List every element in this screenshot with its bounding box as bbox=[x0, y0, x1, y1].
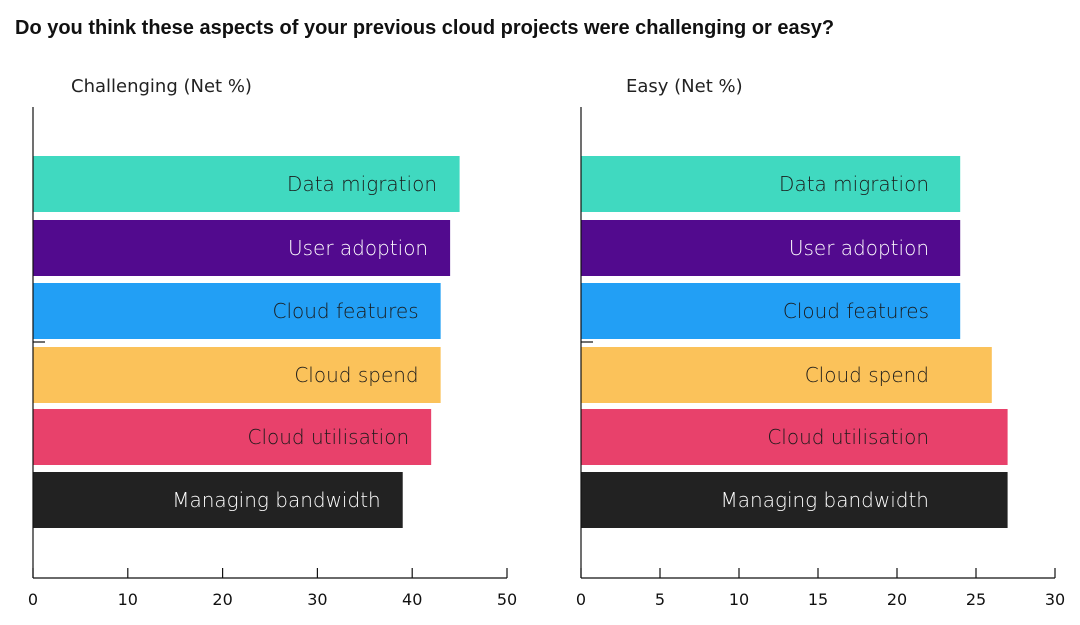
x-tick-label: 20 bbox=[887, 590, 907, 609]
bar-label: Managing bandwidth bbox=[172, 488, 381, 512]
x-tick-label: 25 bbox=[966, 590, 986, 609]
bar-data-migration bbox=[581, 156, 961, 212]
figure-title: Do you think these aspects of your previ… bbox=[15, 17, 835, 39]
bar-user-adoption bbox=[581, 220, 961, 276]
bar-user-adoption bbox=[33, 220, 451, 276]
bar-label: Cloud spend bbox=[805, 363, 929, 387]
x-tick-label: 30 bbox=[307, 590, 327, 609]
chart-panel-easy: Easy (Net %) Data migration User adoption C… bbox=[576, 76, 1065, 609]
bar-label: User adoption bbox=[789, 236, 929, 260]
x-tick-label: 0 bbox=[576, 590, 586, 609]
x-tick-label: 40 bbox=[402, 590, 422, 609]
bar-managing-bandwidth bbox=[581, 472, 1008, 528]
bar-cloud-utilisation bbox=[33, 409, 432, 465]
bar-label: Data migration bbox=[287, 172, 437, 196]
bar-label: Cloud features bbox=[273, 299, 419, 323]
bar-data-migration bbox=[33, 156, 460, 212]
bar-cloud-spend bbox=[33, 347, 441, 403]
bar-cloud-features bbox=[581, 283, 961, 339]
bar-cloud-spend bbox=[581, 347, 992, 403]
x-tick-label: 0 bbox=[28, 590, 38, 609]
panel-title: Challenging (Net %) bbox=[71, 76, 252, 97]
bar-label: Cloud utilisation bbox=[247, 425, 409, 449]
chart-panel-challenging: Challenging (Net %) Data migration User ad… bbox=[28, 76, 517, 609]
bar-label: Cloud features bbox=[783, 299, 929, 323]
bar-managing-bandwidth bbox=[33, 472, 403, 528]
bar-label: Cloud spend bbox=[294, 363, 418, 387]
x-tick-label: 10 bbox=[118, 590, 138, 609]
x-tick-label: 30 bbox=[1045, 590, 1065, 609]
x-tick-label: 50 bbox=[497, 590, 517, 609]
x-tick-label: 10 bbox=[729, 590, 749, 609]
x-tick-label: 15 bbox=[808, 590, 828, 609]
x-tick-label: 5 bbox=[655, 590, 665, 609]
bar-label: User adoption bbox=[288, 236, 428, 260]
bar-cloud-features bbox=[33, 283, 441, 339]
x-tick-label: 20 bbox=[212, 590, 232, 609]
bar-label: Data migration bbox=[779, 172, 929, 196]
bar-cloud-utilisation bbox=[581, 409, 1008, 465]
bar-label: Cloud utilisation bbox=[767, 425, 929, 449]
panel-title: Easy (Net %) bbox=[626, 76, 743, 97]
bar-label: Managing bandwidth bbox=[721, 488, 930, 512]
